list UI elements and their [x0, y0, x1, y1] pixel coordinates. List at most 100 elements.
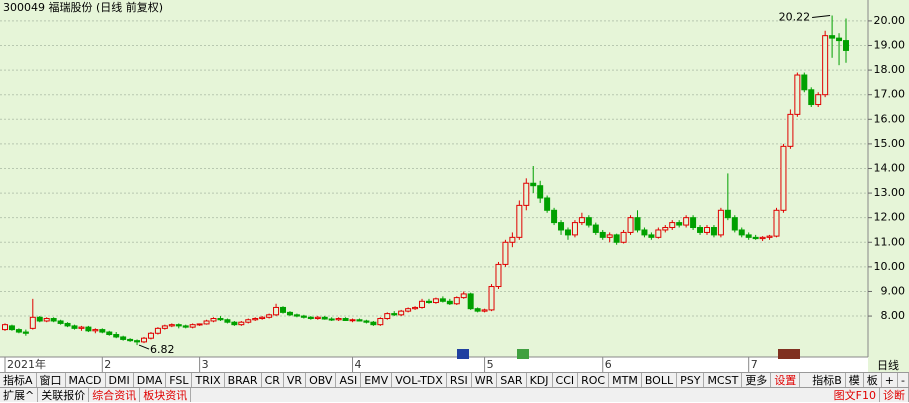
tab[interactable]: 设置: [771, 373, 801, 387]
candle-body: [766, 235, 773, 238]
tab[interactable]: MCST: [704, 373, 743, 387]
x-tick-label: 6: [605, 358, 612, 371]
tab[interactable]: CCI: [553, 373, 579, 387]
tab[interactable]: 窗口: [37, 373, 66, 387]
candle-body: [620, 231, 627, 243]
candle-body: [551, 209, 558, 224]
tab[interactable]: 指标A: [0, 373, 37, 387]
candle-body: [120, 336, 127, 340]
candle-body: [592, 224, 599, 233]
candle-body: [342, 318, 349, 321]
candle-body: [648, 234, 655, 238]
candle-body: [412, 306, 419, 310]
candle-body: [182, 325, 189, 328]
candle-body: [252, 318, 259, 321]
x-tick-label: 2: [104, 358, 111, 371]
candle-body: [217, 318, 224, 321]
candle-body: [15, 329, 22, 333]
tab[interactable]: 板块资讯: [140, 388, 192, 402]
tab[interactable]: EMV: [361, 373, 393, 387]
candle-body: [773, 209, 780, 237]
candle-body: [794, 74, 801, 115]
candle-body: [481, 309, 488, 312]
tab[interactable]: VOL-TDX: [392, 373, 447, 387]
candle-body: [168, 324, 175, 327]
candle-body: [307, 316, 314, 320]
candle-body: [446, 300, 453, 305]
candle-body: [495, 263, 502, 288]
tab[interactable]: ASI: [336, 373, 362, 387]
tab[interactable]: OBV: [306, 373, 337, 387]
tab[interactable]: MTM: [609, 373, 642, 387]
tab[interactable]: 诊断: [880, 388, 909, 402]
candle-body: [571, 222, 578, 236]
candle-body: [127, 338, 134, 342]
tab[interactable]: 更多: [742, 373, 772, 387]
candle-body: [175, 324, 182, 327]
tab[interactable]: -: [898, 373, 909, 387]
candle-body: [8, 325, 15, 331]
tab[interactable]: SAR: [497, 373, 527, 387]
tab[interactable]: RSI: [447, 373, 472, 387]
tab[interactable]: DMI: [106, 373, 134, 387]
tab[interactable]: CR: [262, 373, 284, 387]
candle-body: [502, 241, 509, 265]
candle-body: [731, 217, 738, 231]
candle-body: [231, 321, 238, 326]
candle-body: [738, 229, 745, 236]
tab[interactable]: VR: [284, 373, 307, 387]
tab[interactable]: 模: [846, 373, 864, 387]
candle-body: [564, 229, 571, 236]
candle-body: [585, 217, 592, 226]
candle-body: [641, 229, 648, 236]
candle-body: [259, 316, 266, 320]
period-label: 日线: [877, 358, 899, 372]
candle-body: [599, 231, 606, 238]
candle-body: [537, 185, 544, 199]
event-tag: [457, 349, 469, 359]
candle-body: [405, 308, 412, 312]
tab[interactable]: 扩展^: [0, 388, 39, 402]
candle-body: [293, 314, 300, 317]
candle-body: [384, 313, 391, 320]
candle-body: [752, 236, 759, 240]
y-tick-label: 19.00: [874, 39, 906, 52]
candle-body: [280, 306, 287, 313]
tab[interactable]: ROC: [578, 373, 610, 387]
candle-body: [286, 311, 293, 316]
tab[interactable]: 指标B: [809, 373, 846, 387]
y-tick-label: 9.00: [881, 284, 906, 297]
tab[interactable]: 图文F10: [831, 388, 880, 402]
tab[interactable]: BOLL: [642, 373, 678, 387]
candle-body: [328, 318, 335, 321]
tab[interactable]: +: [882, 373, 899, 387]
candle-body: [829, 35, 836, 39]
tab[interactable]: WR: [472, 373, 498, 387]
candle-body: [467, 293, 474, 310]
candle-body: [391, 313, 398, 316]
candle-body: [474, 308, 481, 312]
x-tick-label: 3: [202, 358, 209, 371]
tab-row: 指标A 窗口 MACD DMI DMA FSL TRIX BRAR CR VR OBV ASI EMV V…: [0, 372, 909, 387]
candle-body: [106, 331, 113, 336]
candle-body: [245, 319, 252, 323]
arrow: [812, 14, 831, 18]
tab[interactable]: TRIX: [192, 373, 225, 387]
candle-body: [836, 37, 843, 42]
tab[interactable]: 综合资讯: [89, 388, 141, 402]
candle-body: [29, 316, 36, 329]
candle-body: [801, 74, 808, 91]
tab[interactable]: DMA: [134, 373, 167, 387]
candle-body: [210, 318, 217, 322]
tab[interactable]: 板: [864, 373, 882, 387]
tab[interactable]: KDJ: [527, 373, 553, 387]
candle-body: [822, 35, 829, 96]
candle-body: [690, 217, 697, 229]
candle-body: [43, 318, 50, 322]
tab[interactable]: BRAR: [225, 373, 262, 387]
candle-body: [224, 319, 231, 323]
tab[interactable]: 关联报价: [38, 388, 90, 402]
tab[interactable]: PSY: [677, 373, 705, 387]
tab[interactable]: FSL: [166, 373, 193, 387]
tab[interactable]: MACD: [66, 373, 106, 387]
